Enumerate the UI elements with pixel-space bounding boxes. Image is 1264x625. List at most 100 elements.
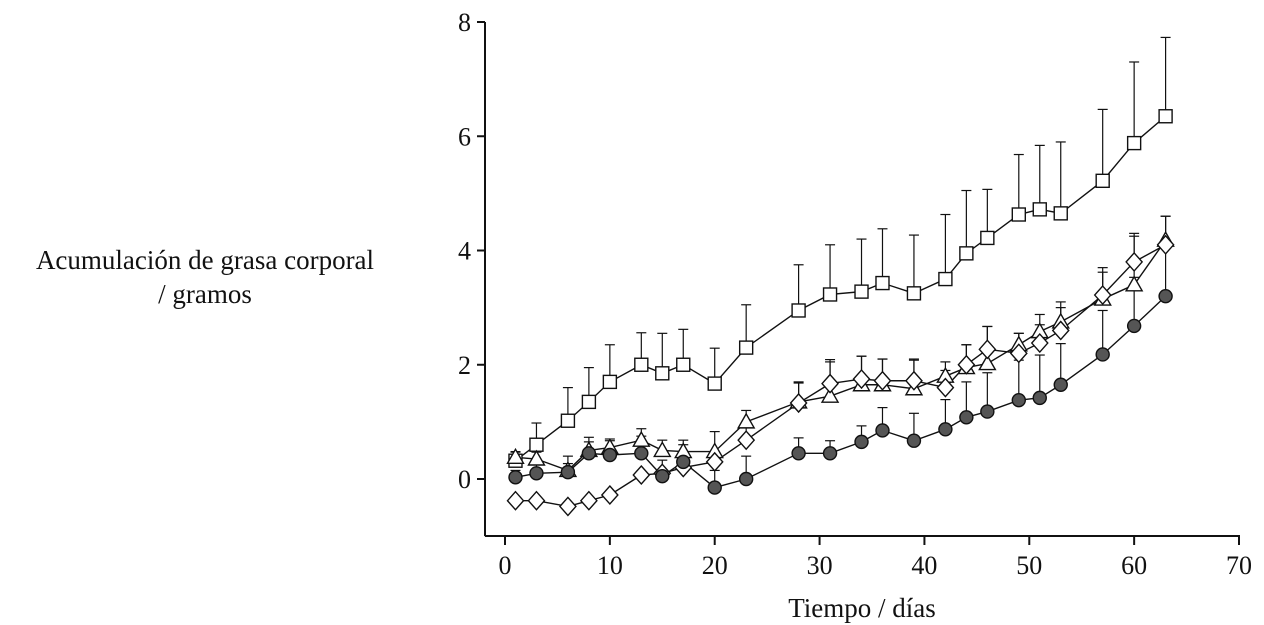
square-marker bbox=[655, 366, 670, 381]
diamond-marker bbox=[579, 490, 598, 511]
y-tick-label: 8 bbox=[458, 8, 471, 37]
x-tick-label: 10 bbox=[597, 551, 623, 580]
square-marker bbox=[791, 303, 806, 318]
square-marker bbox=[1053, 206, 1068, 221]
square-marker bbox=[738, 340, 754, 355]
circle-marker bbox=[1095, 347, 1110, 362]
y-tick-label: 4 bbox=[458, 237, 471, 266]
diamond-marker bbox=[558, 496, 577, 517]
diamond-marker bbox=[527, 490, 546, 511]
y-axis-label: Acumulación de grasa corporal / gramos bbox=[0, 243, 410, 311]
square-marker bbox=[560, 413, 576, 428]
circle-marker bbox=[906, 433, 922, 448]
circle-marker bbox=[938, 422, 953, 437]
diamond-marker bbox=[1030, 332, 1049, 354]
square-marker bbox=[581, 394, 597, 410]
circle-marker bbox=[529, 466, 544, 481]
square-marker bbox=[1095, 173, 1110, 189]
square-marker bbox=[1011, 207, 1026, 222]
circle-marker bbox=[822, 446, 838, 461]
square-marker bbox=[854, 284, 869, 299]
circle-marker bbox=[602, 447, 618, 463]
square-marker bbox=[676, 357, 691, 372]
triangle-marker bbox=[736, 412, 756, 429]
square-marker bbox=[938, 271, 953, 287]
triangle-marker bbox=[820, 386, 840, 403]
y-axis-label-line-1: Acumulación de grasa corporal bbox=[35, 245, 375, 275]
circle-marker bbox=[1032, 390, 1047, 406]
error-bars bbox=[510, 36, 1171, 488]
axes: 0 2 4 6 8 0 10 20 30 40 50 60 70 bbox=[458, 8, 1252, 580]
square-marker bbox=[707, 376, 722, 391]
diamond-marker bbox=[1051, 320, 1070, 341]
square-marker bbox=[822, 287, 838, 302]
square-marker bbox=[634, 357, 649, 372]
circle-marker bbox=[581, 446, 597, 461]
circle-marker bbox=[875, 423, 890, 438]
y-tick-label: 2 bbox=[458, 351, 471, 380]
data-markers bbox=[506, 109, 1175, 517]
triangle-marker bbox=[1124, 275, 1144, 292]
circle-marker bbox=[560, 464, 576, 480]
diamond-marker bbox=[821, 373, 839, 394]
square-marker bbox=[529, 437, 544, 452]
triangle-marker bbox=[632, 430, 651, 447]
y-axis-label-line-2: / gramos bbox=[158, 279, 252, 309]
diamond-marker bbox=[737, 430, 756, 451]
circle-marker bbox=[1158, 289, 1173, 304]
square-marker bbox=[602, 374, 618, 390]
circle-marker bbox=[508, 470, 523, 485]
diamond-marker bbox=[936, 377, 955, 398]
circle-marker bbox=[791, 446, 806, 461]
circle-marker bbox=[738, 471, 754, 487]
series-2-line bbox=[515, 239, 1167, 472]
x-tick-label: 70 bbox=[1226, 551, 1252, 580]
circle-marker bbox=[1053, 377, 1068, 392]
x-axis-label: Tiempo / días bbox=[788, 593, 936, 623]
diamond-marker bbox=[705, 451, 724, 472]
diamond-marker bbox=[632, 464, 651, 486]
y-tick-label: 0 bbox=[458, 465, 471, 494]
series-1-line bbox=[515, 115, 1167, 462]
triangle-marker bbox=[653, 441, 672, 458]
x-tick-label: 20 bbox=[702, 551, 728, 580]
x-tick-label: 30 bbox=[807, 551, 833, 580]
circle-marker bbox=[1011, 392, 1026, 408]
triangle-marker bbox=[506, 447, 525, 464]
diamond-marker bbox=[905, 370, 923, 391]
x-tick-label: 0 bbox=[499, 551, 512, 580]
square-marker bbox=[875, 275, 890, 291]
diamond-marker bbox=[957, 354, 976, 375]
circle-marker bbox=[980, 404, 995, 419]
diamond-marker bbox=[506, 490, 525, 511]
circle-marker bbox=[854, 434, 869, 450]
x-tick-label: 40 bbox=[911, 551, 937, 580]
circle-marker bbox=[655, 468, 670, 484]
circle-marker bbox=[1126, 318, 1142, 334]
x-tick-label: 50 bbox=[1016, 551, 1042, 580]
y-tick-label: 6 bbox=[458, 122, 471, 151]
diamond-marker bbox=[1093, 285, 1112, 306]
diamond-marker bbox=[978, 339, 997, 360]
diamond-marker bbox=[600, 484, 619, 506]
diamond-marker bbox=[852, 368, 871, 390]
diamond-marker bbox=[873, 370, 892, 391]
square-marker bbox=[1158, 109, 1173, 124]
triangle-marker bbox=[978, 354, 997, 371]
circle-marker bbox=[634, 446, 649, 461]
diamond-marker bbox=[1156, 234, 1175, 255]
circle-marker bbox=[707, 480, 722, 495]
triangle-marker bbox=[527, 449, 546, 466]
square-marker bbox=[959, 246, 974, 261]
diamond-marker bbox=[789, 392, 808, 414]
circle-marker bbox=[959, 410, 974, 425]
square-marker bbox=[906, 286, 922, 301]
square-marker bbox=[980, 230, 995, 246]
square-marker bbox=[1126, 135, 1142, 151]
diamond-marker bbox=[1009, 343, 1028, 364]
square-marker bbox=[1032, 202, 1047, 217]
circle-marker bbox=[676, 454, 691, 470]
diamond-marker bbox=[1125, 251, 1144, 272]
